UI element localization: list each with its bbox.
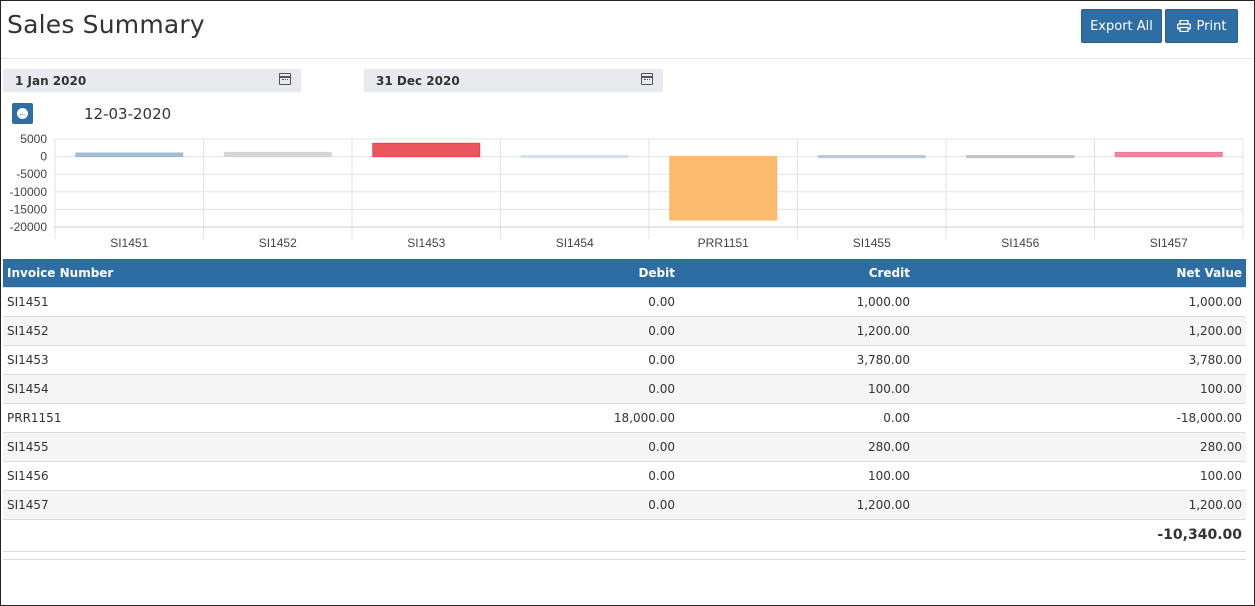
table-row[interactable]: SI1456 0.00 100.00 100.00: [3, 460, 1246, 490]
x-tick-label: SI1456: [1001, 236, 1039, 250]
cell-debit: 0.00: [443, 431, 679, 461]
cell-invoice: SI1455: [3, 431, 443, 461]
arrow-left-circle-icon: ←: [17, 108, 28, 119]
x-tick-label: SI1455: [853, 236, 891, 250]
table-header-row: Invoice Number Debit Credit Net Value: [3, 259, 1246, 287]
cell-net-value: 3,780.00: [914, 344, 1246, 374]
cell-net-value: 1,200.00: [914, 489, 1246, 519]
back-button[interactable]: ←: [12, 103, 33, 124]
cell-invoice: SI1452: [3, 315, 443, 345]
x-tick-label: SI1453: [407, 236, 445, 250]
cell-net-value: 100.00: [914, 460, 1246, 490]
cell-credit: 100.00: [679, 373, 914, 403]
y-tick-label: -20000: [10, 220, 48, 234]
page-title: Sales Summary: [7, 10, 205, 39]
cell-invoice: SI1451: [3, 286, 443, 316]
table-footer-strip: [3, 551, 1246, 560]
printer-icon: [1176, 20, 1191, 32]
bar-si1457: [1114, 151, 1223, 158]
cell-debit: 0.00: [443, 460, 679, 490]
x-tick-label: SI1457: [1150, 236, 1188, 250]
bar-si1455: [817, 155, 926, 159]
y-tick-label: -5000: [16, 167, 47, 181]
x-tick-label: PRR1151: [698, 236, 749, 250]
net-value-bar-chart: 5000 0 -5000 -10000 -15000 -20000 SI1451 SI1452…: [10, 132, 1244, 250]
col-header-debit[interactable]: Debit: [443, 259, 679, 287]
cell-credit: 0.00: [679, 402, 914, 432]
cell-net-value: 280.00: [914, 431, 1246, 461]
cell-net-value: 100.00: [914, 373, 1246, 403]
selected-date-label: 12-03-2020: [84, 105, 172, 123]
cell-credit: 1,000.00: [679, 286, 914, 316]
bar-si1454: [520, 155, 629, 159]
bar-si1456: [966, 155, 1075, 159]
invoice-table: Invoice Number Debit Credit Net Value SI…: [3, 259, 1246, 551]
export-all-button[interactable]: Export All: [1081, 9, 1162, 43]
export-all-label: Export All: [1090, 18, 1153, 34]
x-tick-label: SI1451: [110, 236, 148, 250]
cell-invoice: SI1453: [3, 344, 443, 374]
cell-debit: 0.00: [443, 315, 679, 345]
cell-invoice: SI1454: [3, 373, 443, 403]
table-total-row: -10,340.00: [3, 518, 1246, 551]
cell-debit: 0.00: [443, 489, 679, 519]
net-value-total: -10,340.00: [914, 518, 1246, 551]
from-date-picker[interactable]: 1 Jan 2020: [3, 69, 301, 92]
to-date-value: 31 Dec 2020: [376, 73, 460, 88]
x-tick-label: SI1452: [259, 236, 297, 250]
cell-credit: 100.00: [679, 460, 914, 490]
col-header-invoice[interactable]: Invoice Number: [3, 259, 443, 287]
cell-invoice: PRR1151: [3, 402, 443, 432]
cell-credit: 3,780.00: [679, 344, 914, 374]
calendar-icon[interactable]: [279, 73, 291, 85]
header-divider: [1, 58, 1253, 59]
y-tick-label: -10000: [10, 185, 48, 199]
cell-invoice: SI1457: [3, 489, 443, 519]
y-tick-label: 5000: [20, 132, 47, 146]
cell-debit: 0.00: [443, 373, 679, 403]
cell-net-value: -18,000.00: [914, 402, 1246, 432]
cell-credit: 1,200.00: [679, 315, 914, 345]
cell-net-value: 1,000.00: [914, 286, 1246, 316]
bar-si1451: [75, 152, 184, 158]
table-row[interactable]: SI1452 0.00 1,200.00 1,200.00: [3, 315, 1246, 345]
bar-prr1151: [669, 156, 778, 221]
table-row[interactable]: SI1453 0.00 3,780.00 3,780.00: [3, 344, 1246, 374]
bar-si1452: [223, 151, 332, 158]
cell-debit: 0.00: [443, 286, 679, 316]
cell-debit: 0.00: [443, 344, 679, 374]
y-tick-label: -15000: [10, 202, 48, 216]
cell-invoice: SI1456: [3, 460, 443, 490]
table-row[interactable]: SI1454 0.00 100.00 100.00: [3, 373, 1246, 403]
cell-debit: 18,000.00: [443, 402, 679, 432]
cell-credit: 280.00: [679, 431, 914, 461]
print-button[interactable]: Print: [1165, 9, 1238, 43]
print-label: Print: [1196, 18, 1227, 34]
col-header-credit[interactable]: Credit: [679, 259, 914, 287]
cell-credit: 1,200.00: [679, 489, 914, 519]
x-tick-label: SI1454: [556, 236, 594, 250]
from-date-value: 1 Jan 2020: [15, 73, 87, 88]
table-row[interactable]: PRR1151 18,000.00 0.00 -18,000.00: [3, 402, 1246, 432]
y-tick-label: 0: [40, 150, 47, 164]
table-row[interactable]: SI1451 0.00 1,000.00 1,000.00: [3, 286, 1246, 316]
table-row[interactable]: SI1457 0.00 1,200.00 1,200.00: [3, 489, 1246, 519]
cell-net-value: 1,200.00: [914, 315, 1246, 345]
calendar-icon[interactable]: [641, 73, 653, 85]
col-header-net-value[interactable]: Net Value: [914, 259, 1246, 287]
to-date-picker[interactable]: 31 Dec 2020: [364, 69, 663, 92]
bar-si1453: [372, 142, 481, 158]
table-row[interactable]: SI1455 0.00 280.00 280.00: [3, 431, 1246, 461]
